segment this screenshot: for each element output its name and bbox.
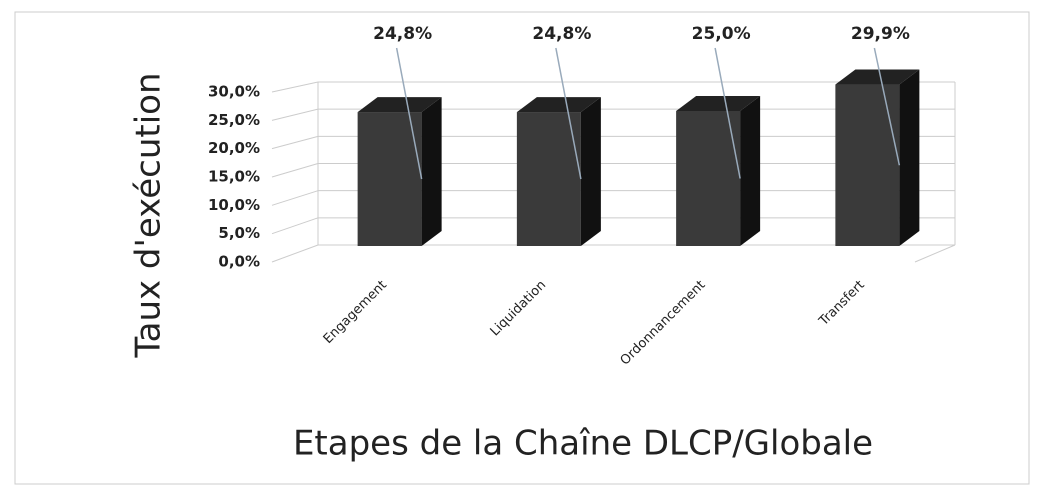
x-tick-label: Engagement [321,278,390,347]
bar-front [357,112,422,246]
grid-line-side [271,135,319,150]
grid-line-side [271,81,319,93]
x-axis-title: Etapes de la Chaîne DLCP/Globale [293,424,873,464]
bar-top [357,97,442,113]
frame [14,11,1030,485]
bar-side [740,96,761,246]
leader-line [555,47,582,180]
x-tick-label: Transfert [816,278,868,330]
value-label: 29,9% [851,24,910,44]
bar-side [421,97,442,246]
bar-top [835,69,920,85]
y-axis-title: Taux d'exécution [129,72,169,358]
bar-front [676,111,741,246]
bar-top [676,96,761,111]
grid-line-side [271,244,319,263]
y-tick-label: 15,0% [208,168,260,186]
leader-line [714,47,741,179]
bar-side [899,69,920,246]
grid-line-side [271,190,319,206]
y-tick-label: 30,0% [208,83,260,101]
grid-line-side [271,217,319,235]
bar-side [580,97,601,246]
grid-line-side [271,108,319,121]
leader-line [395,47,423,180]
bar-front [516,112,581,246]
value-label: 25,0% [692,24,751,44]
y-tick-label: 0,0% [218,253,260,271]
y-tick-label: 25,0% [208,111,260,129]
floor-edge [914,244,956,263]
value-label: 24,8% [532,24,591,44]
y-tick-label: 20,0% [208,139,260,157]
x-tick-label: Liquidation [488,278,550,340]
x-tick-label: Ordonnancement [618,278,709,369]
grid-line-side [271,163,319,178]
y-tick-label: 10,0% [208,196,260,214]
value-label: 24,8% [373,24,432,44]
bar-top [516,97,601,113]
leader-line [873,47,901,166]
y-tick-label: 5,0% [218,224,260,242]
bar-front [835,84,900,246]
